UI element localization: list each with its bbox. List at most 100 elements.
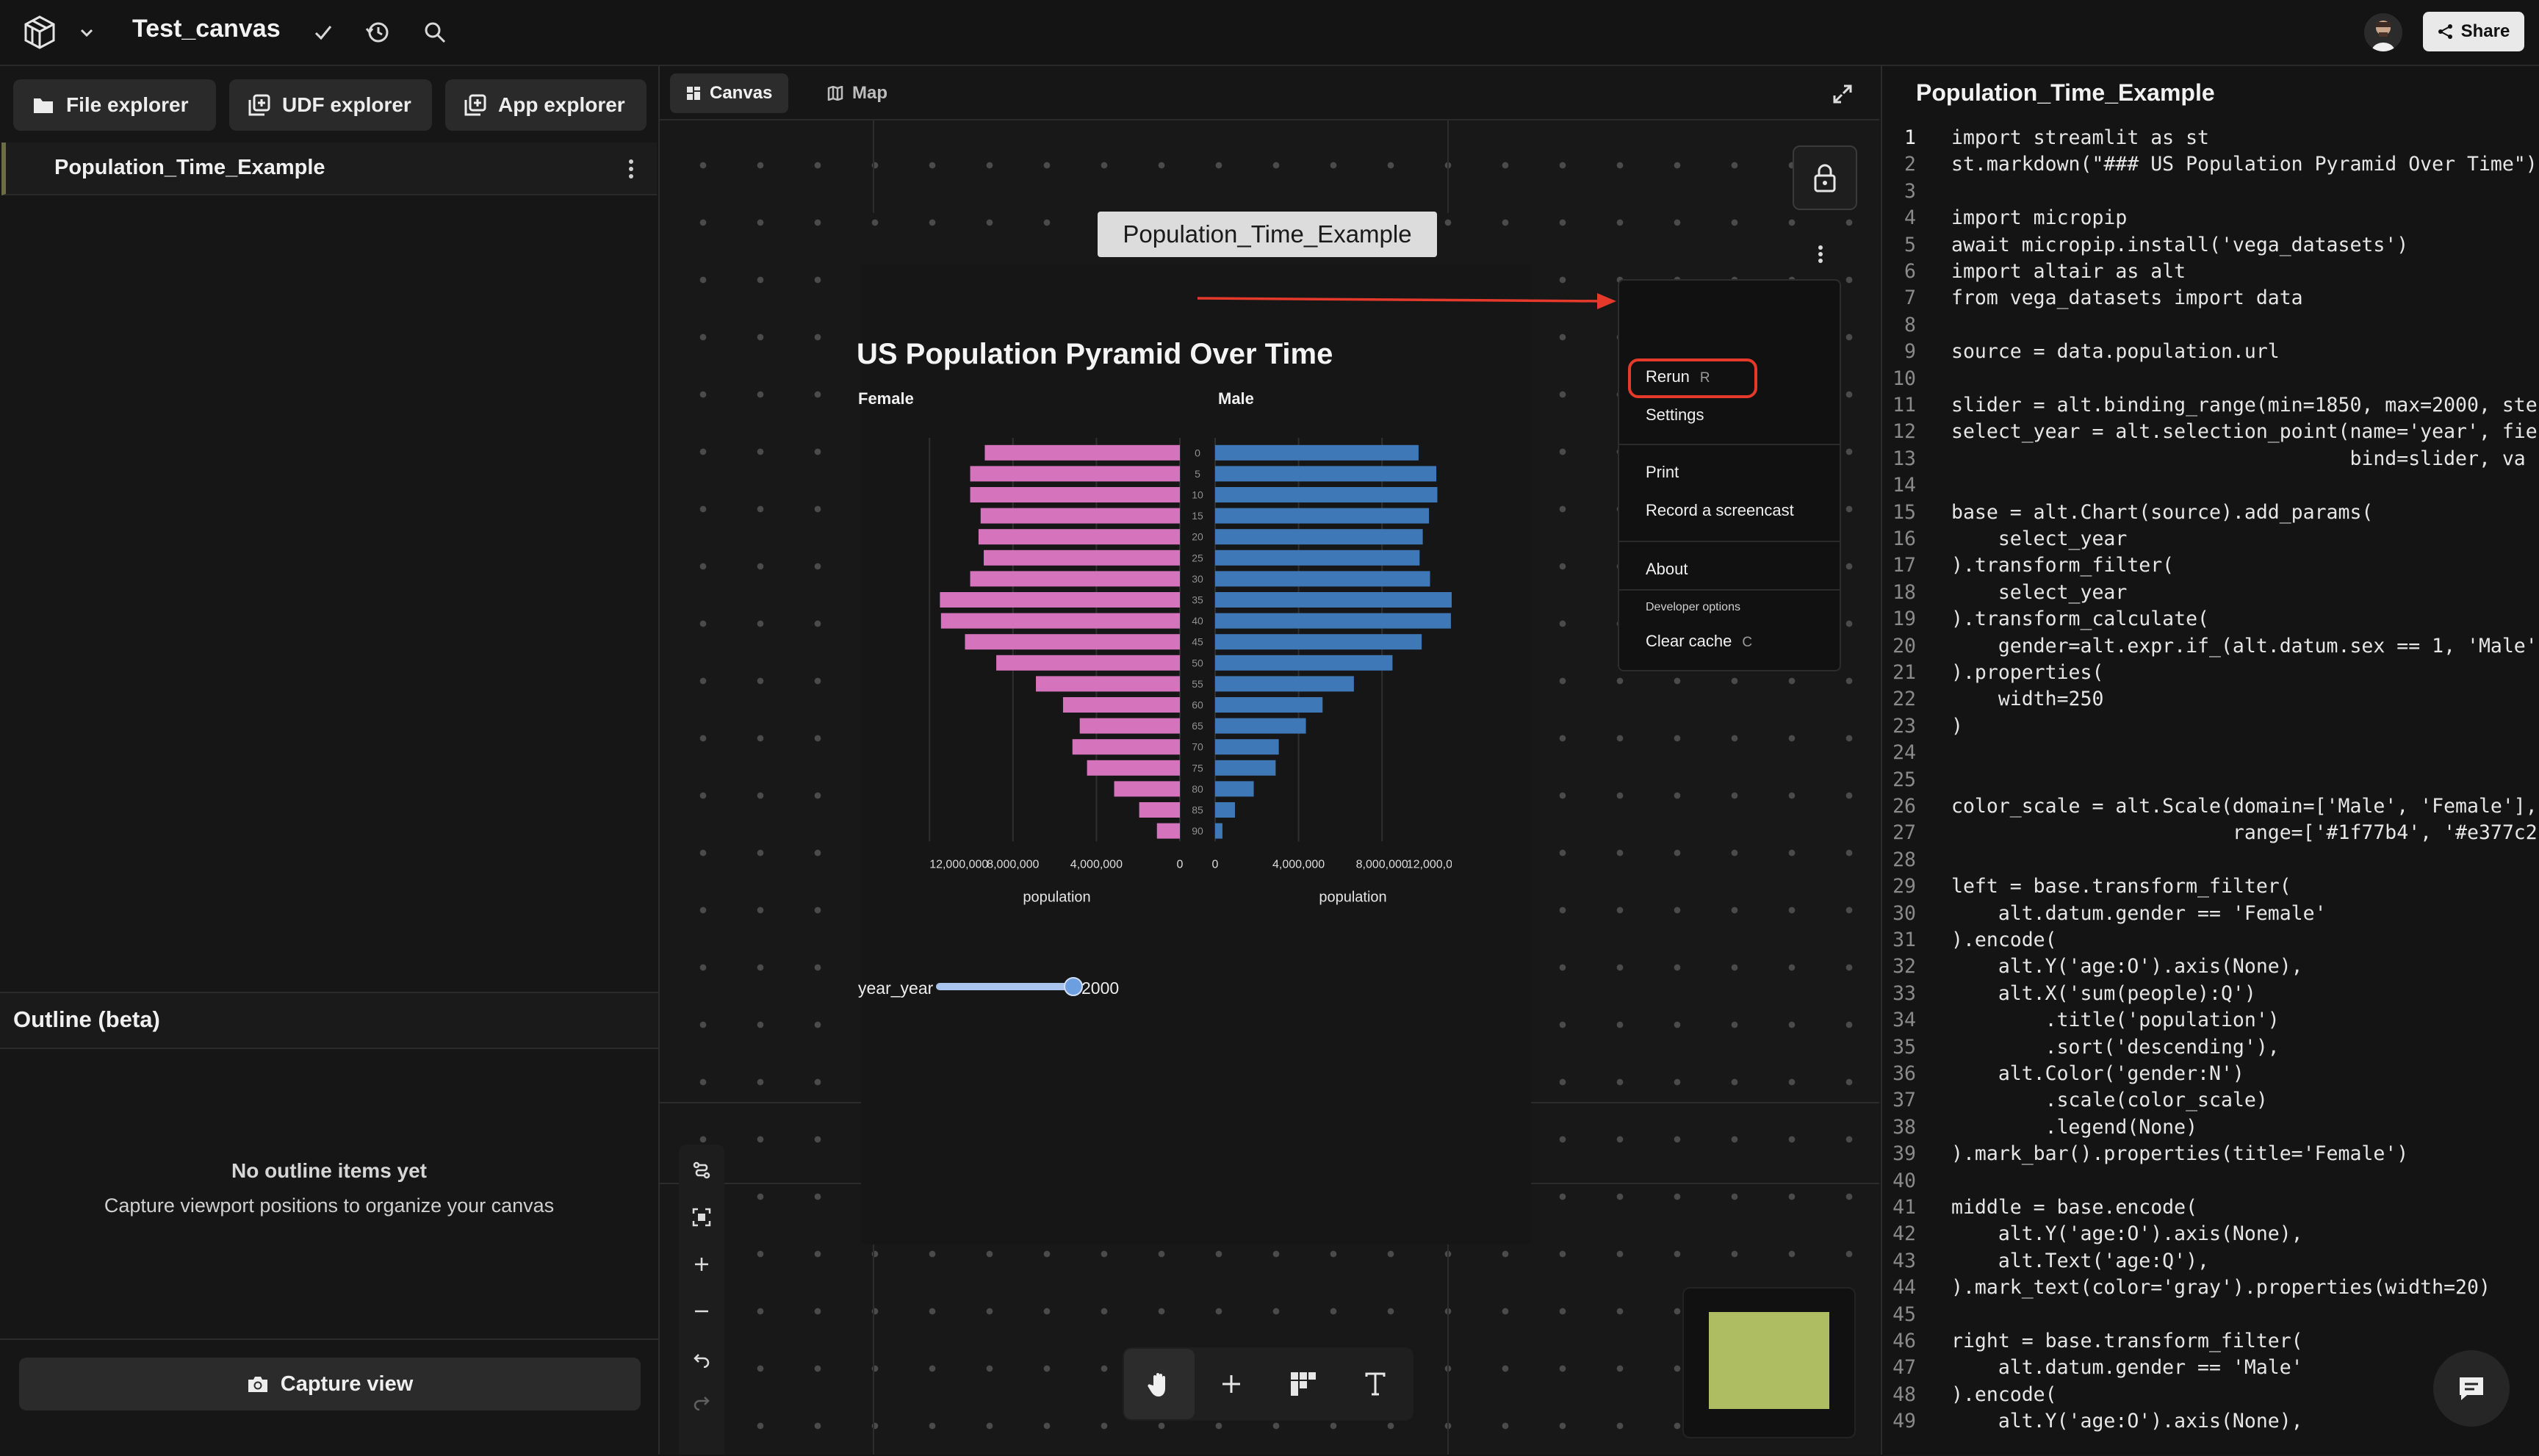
code-line[interactable]: 20 gender=alt.expr.if_(alt.datum.sex == … bbox=[1882, 633, 2539, 660]
code-line[interactable]: 1 import streamlit as st bbox=[1882, 125, 2539, 151]
zoom-in-icon[interactable] bbox=[683, 1246, 720, 1283]
code-line[interactable]: 7 from vega_datasets import data bbox=[1882, 285, 2539, 311]
route-icon[interactable] bbox=[683, 1152, 720, 1189]
code-line[interactable]: 36 alt.Color('gender:N') bbox=[1882, 1061, 2539, 1087]
udf-explorer-button[interactable]: UDF explorer bbox=[229, 79, 432, 131]
code-line[interactable]: 14 bbox=[1882, 472, 2539, 499]
text-tool-icon[interactable] bbox=[1340, 1349, 1411, 1419]
code-line[interactable]: 47 alt.datum.gender == 'Male' bbox=[1882, 1355, 2539, 1381]
menu-item-record-screencast[interactable]: Record a screencast bbox=[1646, 501, 1794, 519]
code-line[interactable]: 9 source = data.population.url bbox=[1882, 339, 2539, 365]
app-title[interactable]: Test_canvas bbox=[132, 15, 281, 43]
hand-icon[interactable] bbox=[1124, 1349, 1195, 1419]
code-line[interactable]: 19).transform_calculate( bbox=[1882, 606, 2539, 633]
undo-icon[interactable] bbox=[683, 1341, 720, 1378]
code-line[interactable]: 48).encode( bbox=[1882, 1382, 2539, 1408]
code-line[interactable]: 42 alt.Y('age:O').axis(None), bbox=[1882, 1221, 2539, 1247]
code-line[interactable]: 18 select_year bbox=[1882, 580, 2539, 606]
code-line[interactable]: 4 import micropip bbox=[1882, 205, 2539, 231]
code-line[interactable]: 21).properties( bbox=[1882, 660, 2539, 686]
menu-item-rerun[interactable]: Rerun R bbox=[1646, 367, 1710, 386]
age-label: 45 bbox=[1192, 636, 1203, 648]
expand-icon[interactable] bbox=[1828, 79, 1857, 109]
tab-map[interactable]: Map bbox=[811, 73, 904, 113]
line-number: 32 bbox=[1892, 955, 1916, 979]
line-number: 18 bbox=[1892, 580, 1916, 604]
female-bar bbox=[1087, 760, 1180, 776]
code-line[interactable]: 15 base = alt.Chart(source).add_params( bbox=[1882, 500, 2539, 526]
code-line[interactable]: 8 bbox=[1882, 312, 2539, 339]
code-line[interactable]: 16 select_year bbox=[1882, 526, 2539, 552]
search-icon[interactable] bbox=[416, 13, 454, 51]
chat-icon[interactable] bbox=[2433, 1350, 2510, 1427]
code-line[interactable]: 10 bbox=[1882, 366, 2539, 392]
chevron-down-icon[interactable] bbox=[68, 13, 106, 51]
code-line[interactable]: 5 await micropip.install('vega_datasets') bbox=[1882, 232, 2539, 259]
check-icon[interactable] bbox=[304, 13, 342, 51]
code-line[interactable]: 26 color_scale = alt.Scale(domain=['Male'… bbox=[1882, 793, 2539, 820]
code-line[interactable]: 27 range=['#1f77b4', '#e377c2 bbox=[1882, 820, 2539, 846]
code-line[interactable]: 12 select_year = alt.selection_point(name… bbox=[1882, 419, 2539, 445]
code-line[interactable]: 24 bbox=[1882, 740, 2539, 766]
code-line[interactable]: 44).mark_text(color='gray').properties(w… bbox=[1882, 1275, 2539, 1301]
code-line[interactable]: 39).mark_bar().properties(title='Female'… bbox=[1882, 1141, 2539, 1167]
code-line[interactable]: 43 alt.Text('age:Q'), bbox=[1882, 1248, 2539, 1275]
capture-view-button[interactable]: Capture view bbox=[19, 1358, 641, 1410]
canvas-node[interactable] bbox=[861, 264, 1531, 1244]
code-line[interactable]: 3 bbox=[1882, 179, 2539, 205]
year-slider-thumb[interactable] bbox=[1064, 977, 1083, 996]
code-line[interactable]: 37 .scale(color_scale) bbox=[1882, 1087, 2539, 1114]
menu-item-about[interactable]: About bbox=[1646, 560, 1688, 578]
code-line[interactable]: 49 alt.Y('age:O').axis(None), bbox=[1882, 1408, 2539, 1435]
code-line[interactable]: 32 alt.Y('age:O').axis(None), bbox=[1882, 954, 2539, 980]
menu-item-clear-cache[interactable]: Clear cache C bbox=[1646, 632, 1752, 651]
code-line[interactable]: 22 width=250 bbox=[1882, 686, 2539, 713]
code-text: await micropip.install('vega_datasets') bbox=[1951, 233, 2409, 256]
code-line[interactable]: 38 .legend(None) bbox=[1882, 1114, 2539, 1141]
redo-icon[interactable] bbox=[683, 1384, 720, 1421]
more-vertical-icon[interactable] bbox=[1806, 238, 1835, 270]
menu-item-settings[interactable]: Settings bbox=[1646, 406, 1704, 424]
layout-icon[interactable] bbox=[1268, 1349, 1339, 1419]
app-explorer-button[interactable]: App explorer bbox=[445, 79, 647, 131]
code-line[interactable]: 2 st.markdown("### US Population Pyramid … bbox=[1882, 151, 2539, 178]
code-line[interactable]: 45 bbox=[1882, 1302, 2539, 1328]
zoom-out-icon[interactable] bbox=[683, 1293, 720, 1330]
code-line[interactable]: 23) bbox=[1882, 713, 2539, 740]
code-line[interactable]: 11 slider = alt.binding_range(min=1850, m… bbox=[1882, 392, 2539, 419]
tab-canvas[interactable]: Canvas bbox=[670, 73, 789, 113]
code-line[interactable]: 41 middle = base.encode( bbox=[1882, 1194, 2539, 1221]
female-bar bbox=[978, 529, 1180, 545]
code-line[interactable]: 31).encode( bbox=[1882, 927, 2539, 954]
top-bar: Test_canvas Share bbox=[0, 0, 2539, 66]
code-line[interactable]: 40 bbox=[1882, 1168, 2539, 1194]
share-button[interactable]: Share bbox=[2423, 12, 2524, 51]
code-editor[interactable]: 1 import streamlit as st 2 st.markdown("###… bbox=[1882, 125, 2539, 1455]
file-list-item[interactable]: Population_Time_Example bbox=[1, 143, 657, 195]
code-line[interactable]: 35 .sort('descending'), bbox=[1882, 1034, 2539, 1061]
avatar[interactable] bbox=[2364, 13, 2402, 51]
code-line[interactable]: 29 left = base.transform_filter( bbox=[1882, 873, 2539, 900]
minimap-viewport[interactable] bbox=[1709, 1312, 1829, 1409]
fit-view-icon[interactable] bbox=[683, 1199, 720, 1236]
code-line[interactable]: 13 bind=slider, va bbox=[1882, 446, 2539, 472]
year-slider-track[interactable] bbox=[936, 983, 1074, 990]
more-vertical-icon[interactable] bbox=[620, 154, 642, 184]
file-explorer-button[interactable]: File explorer bbox=[13, 79, 216, 131]
line-number: 13 bbox=[1892, 447, 1916, 470]
menu-item-print[interactable]: Print bbox=[1646, 463, 1679, 481]
add-icon[interactable] bbox=[1196, 1349, 1267, 1419]
code-line[interactable]: 30 alt.datum.gender == 'Female' bbox=[1882, 901, 2539, 927]
code-line[interactable]: 28 bbox=[1882, 847, 2539, 873]
code-line[interactable]: 34 .title('population') bbox=[1882, 1007, 2539, 1034]
fused-logo-icon[interactable] bbox=[21, 13, 59, 51]
code-line[interactable]: 25 bbox=[1882, 767, 2539, 793]
code-line[interactable]: 33 alt.X('sum(people):Q') bbox=[1882, 981, 2539, 1007]
code-line[interactable]: 17).transform_filter( bbox=[1882, 552, 2539, 579]
lock-icon[interactable] bbox=[1793, 145, 1857, 210]
code-line[interactable]: 6 import altair as alt bbox=[1882, 259, 2539, 285]
minimap[interactable] bbox=[1682, 1287, 1856, 1438]
history-icon[interactable] bbox=[359, 13, 397, 51]
code-line[interactable]: 46 right = base.transform_filter( bbox=[1882, 1328, 2539, 1355]
node-title[interactable]: Population_Time_Example bbox=[1098, 212, 1437, 257]
